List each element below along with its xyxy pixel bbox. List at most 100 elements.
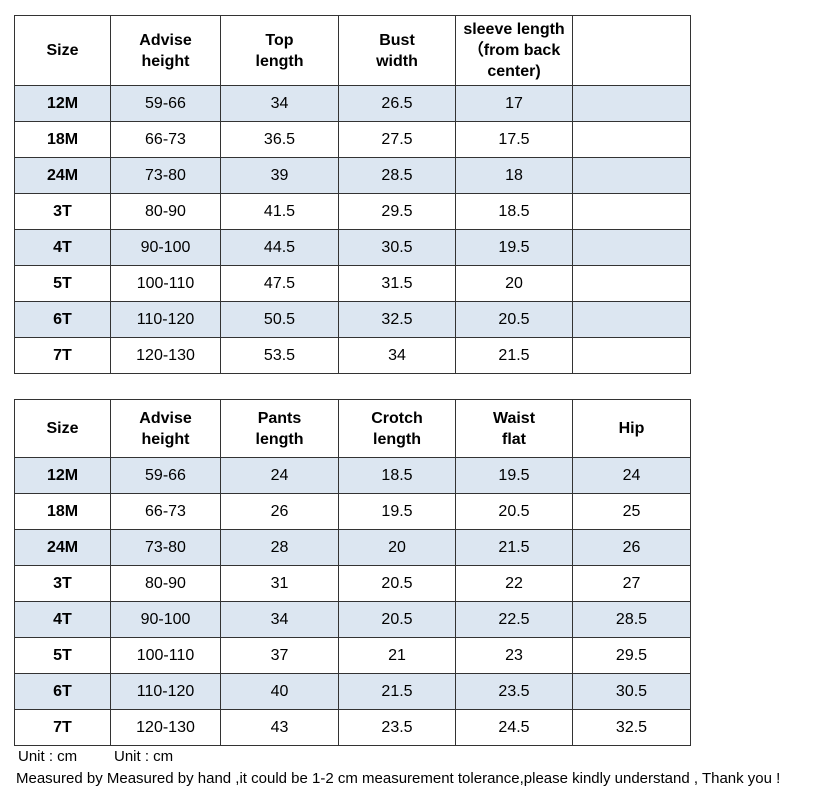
data-cell: 20.5 (338, 565, 456, 602)
header-text: Waist (492, 409, 536, 427)
data-cell: 73-80 (110, 529, 221, 566)
header-text: length (255, 430, 304, 448)
size-cell: 12M (14, 85, 111, 122)
data-cell: 17 (455, 85, 573, 122)
header-cell: Waist flat (455, 399, 573, 458)
size-cell: 3T (14, 193, 111, 230)
data-cell: 20.5 (338, 601, 456, 638)
data-row: 12M 59-66 34 26.5 17 (14, 85, 691, 122)
header-text: height (141, 430, 190, 448)
data-cell (572, 265, 691, 302)
data-cell: 120-130 (110, 709, 221, 746)
data-row: 24M 73-80 28 20 21.5 26 (14, 529, 691, 566)
header-text: Crotch (371, 409, 423, 427)
data-cell: 37 (220, 637, 339, 674)
size-cell: 4T (14, 601, 111, 638)
data-cell: 47.5 (220, 265, 339, 302)
data-cell: 110-120 (110, 673, 221, 710)
size-cell: 6T (14, 301, 111, 338)
data-row: 4T 90-100 34 20.5 22.5 28.5 (14, 601, 691, 638)
data-cell (572, 85, 691, 122)
header-cell: Top length (220, 15, 339, 86)
data-cell: 90-100 (110, 229, 221, 266)
data-cell: 27 (572, 565, 691, 602)
data-cell: 43 (220, 709, 339, 746)
data-cell: 21.5 (455, 529, 573, 566)
data-cell: 19.5 (455, 229, 573, 266)
data-cell: 59-66 (110, 85, 221, 122)
header-row: Size Advise height Pants length Crotch length W… (14, 399, 691, 458)
data-row: 24M 73-80 39 28.5 18 (14, 157, 691, 194)
header-text: Size (46, 42, 79, 59)
size-cell: 7T (14, 709, 111, 746)
header-text: center) (487, 63, 541, 80)
header-row: Size Advise height Top length Bust width sleeve… (14, 15, 691, 86)
header-cell: Size (14, 399, 111, 458)
data-cell: 24.5 (455, 709, 573, 746)
data-row: 5T 100-110 47.5 31.5 20 (14, 265, 691, 302)
size-cell: 3T (14, 565, 111, 602)
data-cell: 17.5 (455, 121, 573, 158)
data-cell: 73-80 (110, 157, 221, 194)
data-cell: 31 (220, 565, 339, 602)
data-cell: 100-110 (110, 637, 221, 674)
size-cell: 5T (14, 265, 111, 302)
data-row: 5T 100-110 37 21 23 29.5 (14, 637, 691, 674)
data-cell: 22.5 (455, 601, 573, 638)
header-text: Hip (618, 420, 645, 437)
data-cell: 28.5 (338, 157, 456, 194)
data-cell: 30.5 (338, 229, 456, 266)
data-row: 6T 110-120 40 21.5 23.5 30.5 (14, 673, 691, 710)
data-cell: 20 (338, 529, 456, 566)
data-cell (572, 157, 691, 194)
header-cell: Pants length (220, 399, 339, 458)
data-cell: 41.5 (220, 193, 339, 230)
header-cell: Crotch length (338, 399, 456, 458)
header-cell: sleeve length （from back center) (455, 15, 573, 86)
header-text: length (255, 52, 304, 70)
data-cell (572, 193, 691, 230)
size-cell: 18M (14, 493, 111, 530)
header-text: Bust (379, 31, 415, 49)
data-cell: 27.5 (338, 121, 456, 158)
size-cell: 5T (14, 637, 111, 674)
data-cell: 28.5 (572, 601, 691, 638)
data-cell: 21.5 (338, 673, 456, 710)
size-cell: 18M (14, 121, 111, 158)
data-cell (572, 229, 691, 266)
header-text: Pants (257, 409, 302, 427)
data-cell: 24 (572, 457, 691, 494)
data-cell: 20 (455, 265, 573, 302)
measurement-note: Measured by Measured by hand ,it could b… (16, 770, 781, 787)
data-row: 7T 120-130 53.5 34 21.5 (14, 337, 691, 374)
data-cell: 21.5 (455, 337, 573, 374)
header-cell: Bust width (338, 15, 456, 86)
size-cell: 6T (14, 673, 111, 710)
data-cell: 44.5 (220, 229, 339, 266)
data-cell: 90-100 (110, 601, 221, 638)
header-cell: Size (14, 15, 111, 86)
size-cell: 24M (14, 157, 111, 194)
data-cell: 120-130 (110, 337, 221, 374)
data-cell: 18.5 (455, 193, 573, 230)
data-cell: 28 (220, 529, 339, 566)
header-cell: Hip (572, 399, 691, 458)
data-cell: 26.5 (338, 85, 456, 122)
data-row: 18M 66-73 36.5 27.5 17.5 (14, 121, 691, 158)
data-cell: 31.5 (338, 265, 456, 302)
unit-label: Unit : cm (18, 748, 78, 765)
data-cell: 40 (220, 673, 339, 710)
size-cell: 12M (14, 457, 111, 494)
data-cell: 26 (220, 493, 339, 530)
unit-label: Unit : cm (114, 748, 174, 765)
data-cell: 23.5 (338, 709, 456, 746)
header-text: height (141, 52, 190, 70)
data-cell: 18.5 (338, 457, 456, 494)
header-text: width (376, 52, 418, 70)
header-cell: Advise height (110, 399, 221, 458)
data-cell: 20.5 (455, 301, 573, 338)
size-cell: 4T (14, 229, 111, 266)
header-text: Top (265, 31, 294, 49)
data-cell: 26 (572, 529, 691, 566)
data-cell: 18 (455, 157, 573, 194)
